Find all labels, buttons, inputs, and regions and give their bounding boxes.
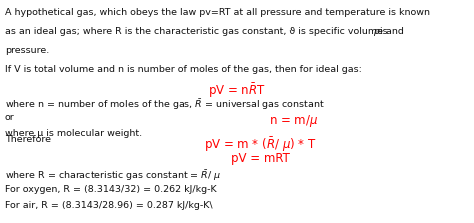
- Text: p: p: [373, 27, 379, 36]
- Text: is: is: [377, 27, 387, 36]
- Text: For air, R = (8.3143/28.96) = 0.287 kJ/kg-K\: For air, R = (8.3143/28.96) = 0.287 kJ/k…: [5, 201, 212, 210]
- Text: where μ is molecular weight.: where μ is molecular weight.: [5, 129, 142, 138]
- Text: Therefore: Therefore: [5, 135, 51, 144]
- Text: pressure.: pressure.: [5, 46, 49, 55]
- Text: where R = characteristic gas constant = $\bar{R}$/ $\mu$: where R = characteristic gas constant = …: [5, 168, 221, 183]
- Text: pV = mRT: pV = mRT: [231, 152, 290, 165]
- Text: or: or: [5, 113, 15, 122]
- Text: n = m/$\mu$: n = m/$\mu$: [269, 113, 319, 129]
- Text: where n = number of moles of the gas, $\bar{R}$ = universal gas constant: where n = number of moles of the gas, $\…: [5, 97, 325, 112]
- Text: If V is total volume and n is number of moles of the gas, then for ideal gas:: If V is total volume and n is number of …: [5, 65, 362, 74]
- Text: pV = m * ($\bar{R}$/ $\mu$) * T: pV = m * ($\bar{R}$/ $\mu$) * T: [204, 135, 317, 154]
- Text: For oxygen, R = (8.3143/32) = 0.262 kJ/kg-K: For oxygen, R = (8.3143/32) = 0.262 kJ/k…: [5, 185, 216, 194]
- Text: pV = n$\bar{R}$T: pV = n$\bar{R}$T: [208, 81, 266, 100]
- Text: A hypothetical gas, which obeys the law pv=RT at all pressure and temperature is: A hypothetical gas, which obeys the law …: [5, 8, 430, 17]
- Text: as an ideal gas; where R is the characteristic gas constant, ϑ is specific volum: as an ideal gas; where R is the characte…: [5, 27, 407, 36]
